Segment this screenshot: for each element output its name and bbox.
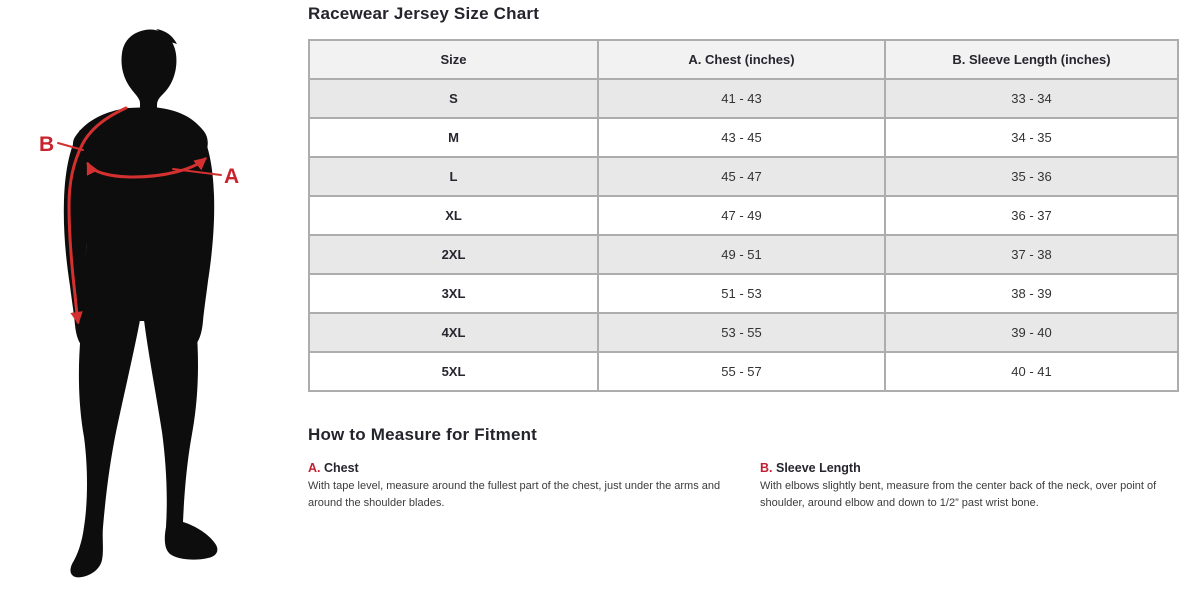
sleeve-cell: 35 - 36 xyxy=(884,156,1179,197)
size-cell: XL xyxy=(308,195,599,236)
chest-cell: 55 - 57 xyxy=(597,351,886,392)
sleeve-measure-line xyxy=(67,106,128,325)
sleeve-measure-section: B. Sleeve Length With elbows slightly be… xyxy=(760,461,1177,512)
measure-guide-title: How to Measure for Fitment xyxy=(308,425,538,444)
measure-guide: A. Chest With tape level, measure around… xyxy=(308,461,1177,512)
chest-cell: 43 - 45 xyxy=(597,117,886,158)
figure-chest-label: A xyxy=(224,165,239,188)
table-row: XL 47 - 49 36 - 37 xyxy=(308,195,1179,236)
size-cell: 3XL xyxy=(308,273,599,314)
table-row: 4XL 53 - 55 39 - 40 xyxy=(308,312,1179,353)
measurement-figure: B A xyxy=(28,22,252,588)
table-row: 5XL 55 - 57 40 - 41 xyxy=(308,351,1179,392)
size-cell: L xyxy=(308,156,599,197)
figure-sleeve-label: B xyxy=(39,133,54,156)
size-cell: 4XL xyxy=(308,312,599,353)
chest-measure-section: A. Chest With tape level, measure around… xyxy=(308,461,744,512)
chest-cell: 51 - 53 xyxy=(597,273,886,314)
sleeve-cell: 36 - 37 xyxy=(884,195,1179,236)
chest-measure-line xyxy=(86,157,207,179)
chest-label-leader-line xyxy=(172,168,222,176)
size-chart-content: Racewear Jersey Size Chart Size A. Chest… xyxy=(308,0,1179,512)
chest-cell: 53 - 55 xyxy=(597,312,886,353)
sleeve-cell: 38 - 39 xyxy=(884,273,1179,314)
chest-cell: 49 - 51 xyxy=(597,234,886,275)
sleeve-section-description: With elbows slightly bent, measure from … xyxy=(760,480,1157,510)
chest-section-description: With tape level, measure around the full… xyxy=(308,480,721,510)
sleeve-section-name: Sleeve Length xyxy=(775,461,861,475)
sleeve-cell: 37 - 38 xyxy=(884,234,1179,275)
column-header-sleeve: B. Sleeve Length (inches) xyxy=(884,39,1179,80)
size-cell: 2XL xyxy=(308,234,599,275)
sleeve-cell: 34 - 35 xyxy=(884,117,1179,158)
sleeve-section-letter: B. xyxy=(760,461,773,475)
sleeve-cell: 39 - 40 xyxy=(884,312,1179,353)
chest-section-name: Chest xyxy=(323,461,359,475)
table-header-row: Size A. Chest (inches) B. Sleeve Length … xyxy=(308,39,1179,80)
page-title: Racewear Jersey Size Chart xyxy=(308,4,540,23)
size-cell: M xyxy=(308,117,599,158)
chest-cell: 45 - 47 xyxy=(597,156,886,197)
table-row: S 41 - 43 33 - 34 xyxy=(308,78,1179,119)
table-row: 2XL 49 - 51 37 - 38 xyxy=(308,234,1179,275)
size-cell: 5XL xyxy=(308,351,599,392)
size-chart-table: Size A. Chest (inches) B. Sleeve Length … xyxy=(308,39,1179,392)
sleeve-cell: 33 - 34 xyxy=(884,78,1179,119)
chest-cell: 47 - 49 xyxy=(597,195,886,236)
body-silhouette xyxy=(63,29,218,578)
size-cell: S xyxy=(308,78,599,119)
sleeve-section-label: B. Sleeve Length xyxy=(760,461,1177,475)
column-header-chest: A. Chest (inches) xyxy=(597,39,886,80)
chest-section-letter: A. xyxy=(308,461,321,475)
sleeve-label-leader-line xyxy=(57,142,84,151)
table-row: M 43 - 45 34 - 35 xyxy=(308,117,1179,158)
column-header-size: Size xyxy=(308,39,599,80)
body-silhouette-graphic: B A xyxy=(39,29,239,578)
table-row: L 45 - 47 35 - 36 xyxy=(308,156,1179,197)
table-row: 3XL 51 - 53 38 - 39 xyxy=(308,273,1179,314)
chest-section-label: A. Chest xyxy=(308,461,744,475)
chest-cell: 41 - 43 xyxy=(597,78,886,119)
sleeve-cell: 40 - 41 xyxy=(884,351,1179,392)
